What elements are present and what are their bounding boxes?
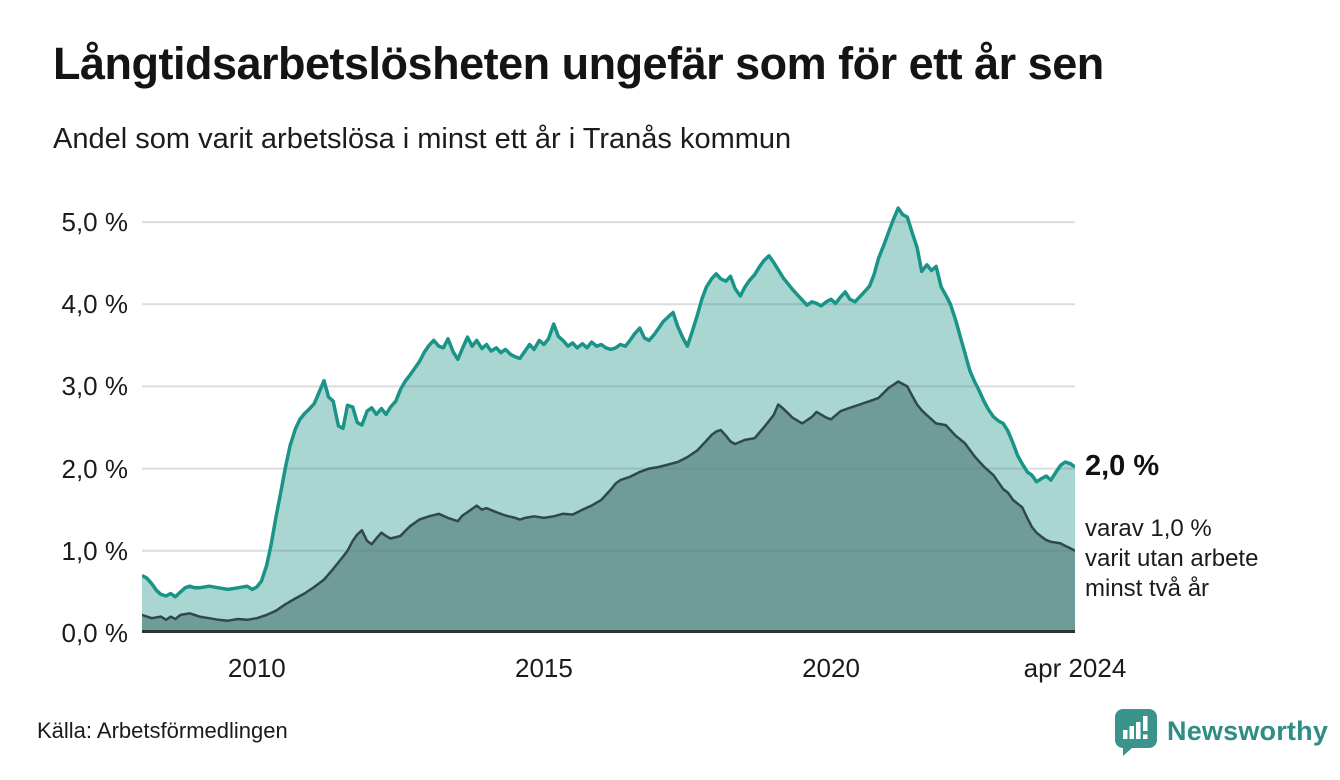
end-subvalue-label: varav 1,0 % varit utan arbete minst två … [1085, 514, 1258, 604]
area-unemployed-two-years [142, 381, 1075, 633]
series-line-two-years [142, 380, 1075, 622]
end-subvalue-line: varit utan arbete [1085, 545, 1259, 572]
end-value-label: 2,0 % [1085, 450, 1160, 482]
y-axis-label: 3,0 % [61, 371, 129, 402]
plot-area [142, 206, 1075, 633]
y-axis-label: 4,0 % [61, 289, 129, 320]
newsworthy-wordmark: Newsworthy [1167, 715, 1329, 746]
chart-title: Långtidsarbetslösheten ungefär som för e… [53, 38, 1104, 89]
newsworthy-speech-bubble-chart-icon [1113, 706, 1159, 756]
x-axis-label: apr 2024 [1023, 653, 1127, 683]
y-axis-label: 0,0 % [61, 618, 129, 648]
chart-subtitle: Andel som varit arbetslösa i minst ett å… [53, 123, 792, 155]
y-axis-label: 5,0 % [61, 207, 129, 238]
x-axis-label: 2020 [802, 653, 860, 683]
newsworthy-logo: Newsworthy [1113, 706, 1328, 756]
source-label: Källa: Arbetsförmedlingen [37, 718, 288, 743]
x-axis-label: 2010 [227, 653, 286, 683]
series-line-one-year [142, 206, 1075, 599]
y-axis-label: 1,0 % [61, 535, 129, 566]
end-subvalue-line: minst två år [1085, 575, 1210, 602]
x-axis-label: 2015 [514, 653, 573, 683]
y-axis-label: 2,0 % [61, 453, 129, 484]
end-subvalue-line: varav 1,0 % [1085, 515, 1212, 542]
